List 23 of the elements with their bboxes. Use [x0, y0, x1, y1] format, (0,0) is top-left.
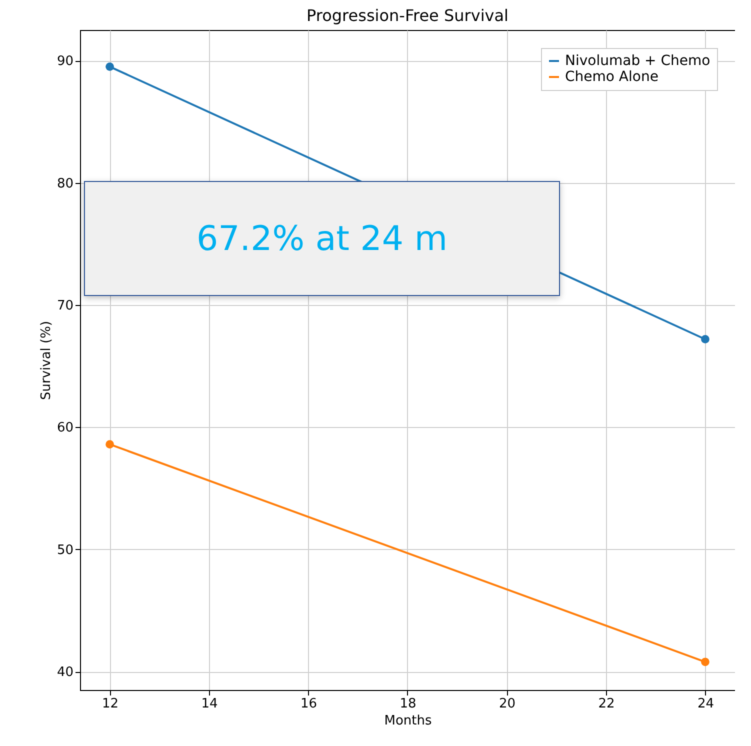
x-tick-label: 16 — [300, 696, 318, 712]
y-axis-title: Survival (%) — [38, 320, 54, 400]
x-tick-label: 18 — [400, 696, 416, 712]
legend-label: Nivolumab + Chemo — [565, 53, 710, 69]
y-tick-label: 40 — [56, 665, 74, 680]
y-tick-label: 60 — [56, 420, 74, 436]
y-tick-label: 90 — [56, 54, 74, 70]
point — [106, 62, 114, 71]
y-tick-label: 70 — [56, 298, 74, 314]
point — [106, 440, 114, 449]
x-tick-label: 22 — [598, 696, 615, 712]
point — [701, 658, 710, 666]
legend-label: Chemo Alone — [565, 69, 658, 85]
y-tick-label: 50 — [56, 542, 74, 558]
x-tick-label: 24 — [697, 696, 714, 712]
y-tick-label: 80 — [56, 176, 74, 192]
x-tick-label: 12 — [102, 696, 119, 712]
x-tick-label: 14 — [201, 696, 218, 712]
x-axis-title: Months — [384, 714, 432, 728]
callout-box: 67.2% at 24 m — [84, 181, 560, 296]
point — [701, 335, 710, 344]
chart-title: Progression-Free Survival — [306, 6, 508, 25]
x-tick-label: 20 — [498, 696, 516, 712]
